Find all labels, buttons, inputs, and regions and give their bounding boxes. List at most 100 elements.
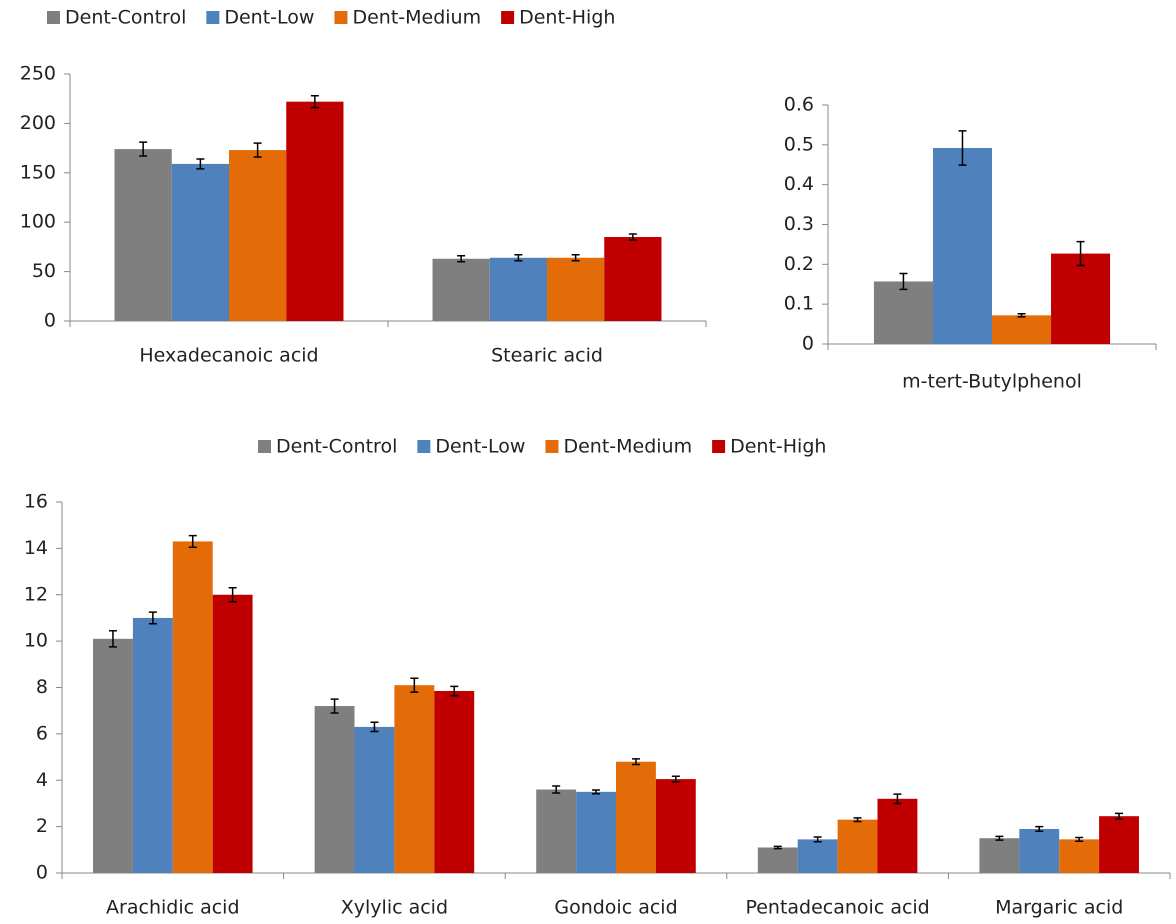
y-tick-label: 0.1 — [784, 293, 814, 315]
legend-label: Dent-High — [519, 7, 615, 29]
bar — [547, 257, 605, 321]
error-bar — [253, 142, 262, 158]
error-bar — [188, 534, 197, 548]
bar — [171, 163, 229, 321]
y-tick-label: 2 — [36, 815, 48, 837]
y-tick-label: 200 — [20, 112, 56, 134]
bar — [354, 726, 395, 873]
error-bar — [457, 255, 466, 263]
legend-swatch — [47, 11, 60, 24]
legend-swatch — [258, 440, 271, 453]
legend-swatch — [501, 11, 515, 24]
error-bar — [893, 793, 902, 805]
y-tick-label: 150 — [20, 161, 56, 183]
error-bar — [671, 775, 680, 783]
error-bar — [958, 130, 967, 166]
bar — [1051, 253, 1111, 344]
y-tick-label: 0 — [36, 862, 48, 884]
bar — [992, 315, 1052, 344]
error-bar — [631, 758, 640, 766]
bar — [93, 638, 133, 873]
error-bar — [592, 789, 601, 795]
error-bar — [571, 254, 580, 262]
y-tick-label: 12 — [24, 583, 48, 605]
x-tick-label: Xylylic acid — [341, 897, 448, 919]
error-bar — [1017, 312, 1026, 318]
error-bar — [330, 698, 339, 714]
legend-swatch — [206, 11, 220, 24]
error-bar — [995, 835, 1004, 841]
y-tick-label: 16 — [24, 491, 48, 513]
legend-label: Dent-Medium — [563, 436, 692, 458]
error-bar — [139, 141, 148, 157]
y-tick-label: 0 — [802, 333, 814, 355]
y-tick-label: 0.6 — [784, 94, 814, 116]
error-bar — [148, 611, 157, 625]
y-tick-label: 6 — [36, 722, 48, 744]
y-tick-label: 4 — [36, 769, 48, 791]
bar — [873, 281, 933, 344]
legend-label: Dent-Medium — [352, 7, 481, 29]
error-bar — [450, 685, 459, 697]
legend-swatch — [417, 440, 431, 453]
bar — [655, 779, 696, 873]
bar — [1059, 839, 1100, 873]
error-bar — [196, 158, 205, 170]
x-tick-label: Stearic acid — [491, 345, 603, 367]
legend-label: Dent-High — [730, 436, 826, 458]
legend-label: Dent-Low — [435, 436, 525, 458]
y-tick-label: 0.5 — [784, 133, 814, 155]
y-tick-label: 10 — [24, 630, 48, 652]
bar — [979, 838, 1020, 873]
bar — [616, 761, 656, 873]
error-bar — [410, 677, 419, 693]
x-tick-label: m-tert-Butylphenol — [902, 371, 1082, 393]
y-tick-label: 250 — [20, 63, 56, 85]
bar — [432, 258, 490, 321]
bar — [132, 617, 173, 873]
bar — [114, 149, 172, 321]
y-tick-label: 100 — [20, 211, 56, 233]
error-bar — [1035, 825, 1044, 833]
error-bar — [853, 817, 862, 823]
bar — [797, 839, 838, 873]
bar — [489, 257, 547, 321]
y-tick-label: 0.2 — [784, 253, 814, 275]
bar — [757, 847, 798, 873]
error-bar — [514, 254, 523, 262]
y-tick-label: 50 — [32, 260, 56, 282]
bar — [536, 789, 577, 873]
y-tick-label: 0.4 — [784, 173, 814, 195]
y-tick-label: 14 — [24, 537, 48, 559]
error-bar — [370, 721, 379, 733]
error-bar — [552, 785, 561, 794]
bar — [576, 791, 616, 873]
bar — [932, 148, 992, 344]
error-bar — [813, 836, 822, 843]
error-bar — [628, 233, 637, 241]
x-tick-label: Pentadecanoic acid — [745, 897, 929, 919]
bar — [877, 798, 918, 873]
legend-swatch — [545, 440, 559, 453]
y-tick-label: 0 — [44, 310, 56, 332]
error-bar — [1115, 812, 1124, 820]
legend-swatch — [334, 11, 348, 24]
legend-label: Dent-Low — [224, 7, 314, 29]
bar — [1019, 828, 1060, 873]
bar — [1099, 816, 1139, 873]
error-bar — [1075, 836, 1084, 842]
x-tick-label: Hexadecanoic acid — [139, 345, 318, 367]
y-tick-label: 8 — [36, 676, 48, 698]
bar — [212, 594, 253, 873]
x-tick-label: Gondoic acid — [554, 897, 677, 919]
bar — [229, 150, 287, 321]
legend-label: Dent-Control — [65, 7, 186, 29]
bar — [837, 819, 878, 873]
bar — [394, 685, 435, 873]
legend-label: Dent-Control — [276, 436, 397, 458]
bar — [314, 706, 355, 873]
x-tick-label: Arachidic acid — [106, 897, 239, 919]
error-bar — [899, 272, 908, 291]
y-tick-label: 0.3 — [784, 213, 814, 235]
error-bar — [228, 587, 237, 603]
